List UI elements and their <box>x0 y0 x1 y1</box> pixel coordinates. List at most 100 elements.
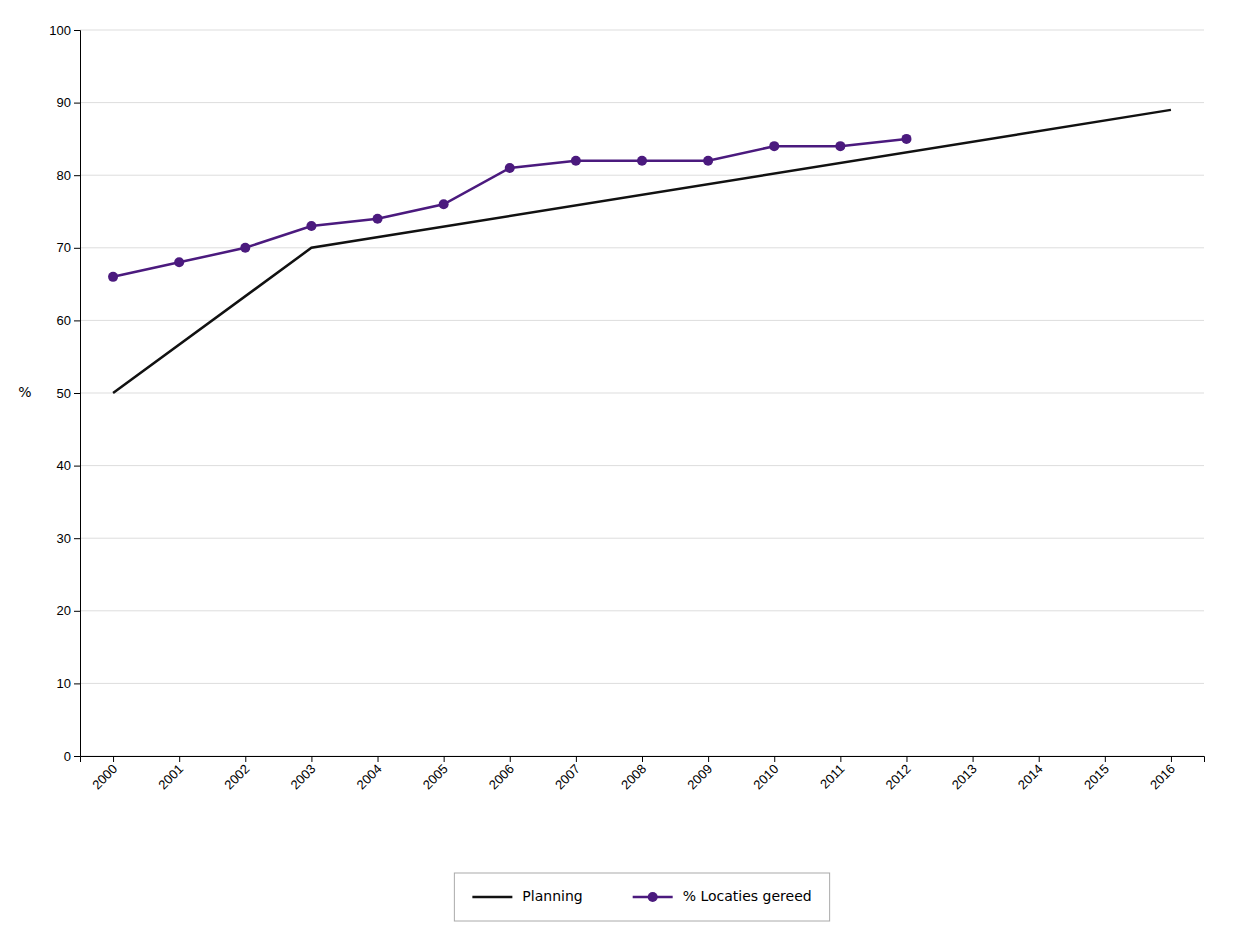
x-tick-label: 2015 <box>1081 761 1112 792</box>
series-marker <box>240 243 250 253</box>
series-marker <box>637 156 647 166</box>
chart-svg: 2000200120022003200420052006200720082009… <box>0 0 1244 946</box>
x-tick: 2009 <box>684 756 715 792</box>
y-grid-line <box>80 465 1204 466</box>
x-tick: 2016 <box>1147 756 1178 792</box>
x-tick: 2001 <box>155 756 186 792</box>
y-tick-label: 70 <box>57 240 71 255</box>
y-tick: 40 <box>57 458 80 473</box>
series-marker <box>769 141 779 151</box>
series-marker <box>108 272 118 282</box>
x-tick-mark <box>1171 756 1172 762</box>
x-tick-label: 2012 <box>883 761 914 792</box>
x-tick: 2005 <box>420 756 451 792</box>
series-marker <box>901 134 911 144</box>
x-tick: 2007 <box>552 756 583 792</box>
grid <box>80 30 1204 756</box>
y-tick: 100 <box>49 23 80 38</box>
x-tick-mark <box>642 756 643 762</box>
y-tick: 30 <box>57 531 80 546</box>
x-tick-mark <box>708 756 709 762</box>
legend: Planning % Locaties gereed <box>454 873 829 921</box>
legend-label: Planning <box>522 888 582 904</box>
y-tick: 90 <box>57 95 80 110</box>
y-tick-label: 60 <box>57 313 71 328</box>
legend-label: % Locaties gereed <box>683 888 812 904</box>
y-tick-mark <box>74 538 80 539</box>
y-tick-mark <box>74 611 80 612</box>
x-tick-mark <box>840 756 841 762</box>
x-tick: 2002 <box>221 756 252 792</box>
x-tick: 2000 <box>89 756 120 792</box>
y-tick-mark <box>74 393 80 394</box>
x-tick: 2012 <box>883 756 914 792</box>
plot-area: 2000200120022003200420052006200720082009… <box>49 23 1204 793</box>
y-axis-line <box>74 31 81 757</box>
series-marker <box>505 163 515 173</box>
x-tick-label: 2011 <box>817 761 847 791</box>
series-line <box>113 110 1171 393</box>
x-tick: 2003 <box>288 756 319 792</box>
x-axis: 2000 2001 2002 2003 2004 2005 2006 2007 2008 2009… <box>81 756 1205 792</box>
y-tick-mark <box>74 320 80 321</box>
y-axis-label: % <box>18 384 31 400</box>
y-grid-line <box>80 320 1204 321</box>
y-tick: 50 <box>57 386 80 401</box>
y-tick-mark <box>74 248 80 249</box>
x-tick: 2008 <box>618 756 649 792</box>
x-tick: 2006 <box>486 756 517 792</box>
x-tick-label: 2016 <box>1147 761 1178 792</box>
x-tick-mark <box>774 756 775 762</box>
y-tick-mark <box>74 756 80 757</box>
x-tick-label: 2004 <box>354 761 385 792</box>
x-tick-mark <box>245 756 246 762</box>
y-tick-label: 20 <box>57 603 71 618</box>
y-tick-mark <box>74 175 80 176</box>
y-grid-line <box>80 610 1204 611</box>
x-tick-label: 2007 <box>552 761 583 792</box>
y-grid-line <box>80 175 1204 176</box>
series-line <box>113 139 906 277</box>
legend-item: % Locaties gereed <box>633 888 812 904</box>
x-tick-mark <box>906 756 907 762</box>
x-tick-mark <box>444 756 445 762</box>
x-tick-label: 2000 <box>89 761 120 792</box>
y-tick: 60 <box>57 313 80 328</box>
series-marker <box>306 221 316 231</box>
y-tick-label: 90 <box>57 95 71 110</box>
y-tick-label: 10 <box>57 676 71 691</box>
x-tick-mark <box>113 756 114 762</box>
series-marker <box>439 199 449 209</box>
x-tick: 2013 <box>949 756 980 792</box>
y-tick-mark <box>74 683 80 684</box>
legend-marker <box>648 892 658 902</box>
x-tick: 2011 <box>817 756 847 792</box>
y-tick-mark <box>74 103 80 104</box>
y-tick-label: 80 <box>57 168 71 183</box>
y-tick: 80 <box>57 168 80 183</box>
x-axis-line <box>81 757 1205 763</box>
x-tick-label: 2013 <box>949 761 980 792</box>
x-tick-label: 2002 <box>221 761 252 792</box>
x-tick-mark <box>973 756 974 762</box>
series-marker <box>703 156 713 166</box>
y-tick-label: 0 <box>64 749 71 764</box>
y-grid-line <box>80 393 1204 394</box>
x-tick-label: 2009 <box>684 761 715 792</box>
x-tick: 2004 <box>354 756 385 792</box>
y-tick-label: 40 <box>57 458 71 473</box>
x-tick: 2010 <box>750 756 781 792</box>
x-tick-label: 2001 <box>155 761 186 792</box>
series-marker <box>835 141 845 151</box>
y-grid-line <box>80 683 1204 684</box>
y-tick-label: 50 <box>57 386 71 401</box>
series-marker <box>571 156 581 166</box>
x-tick-mark <box>510 756 511 762</box>
x-tick-mark <box>1105 756 1106 762</box>
x-tick-label: 2008 <box>618 761 649 792</box>
y-grid-line <box>80 102 1204 103</box>
series-marker <box>174 257 184 267</box>
x-tick-mark <box>576 756 577 762</box>
y-tick-mark <box>74 30 80 31</box>
y-tick: 70 <box>57 240 80 255</box>
